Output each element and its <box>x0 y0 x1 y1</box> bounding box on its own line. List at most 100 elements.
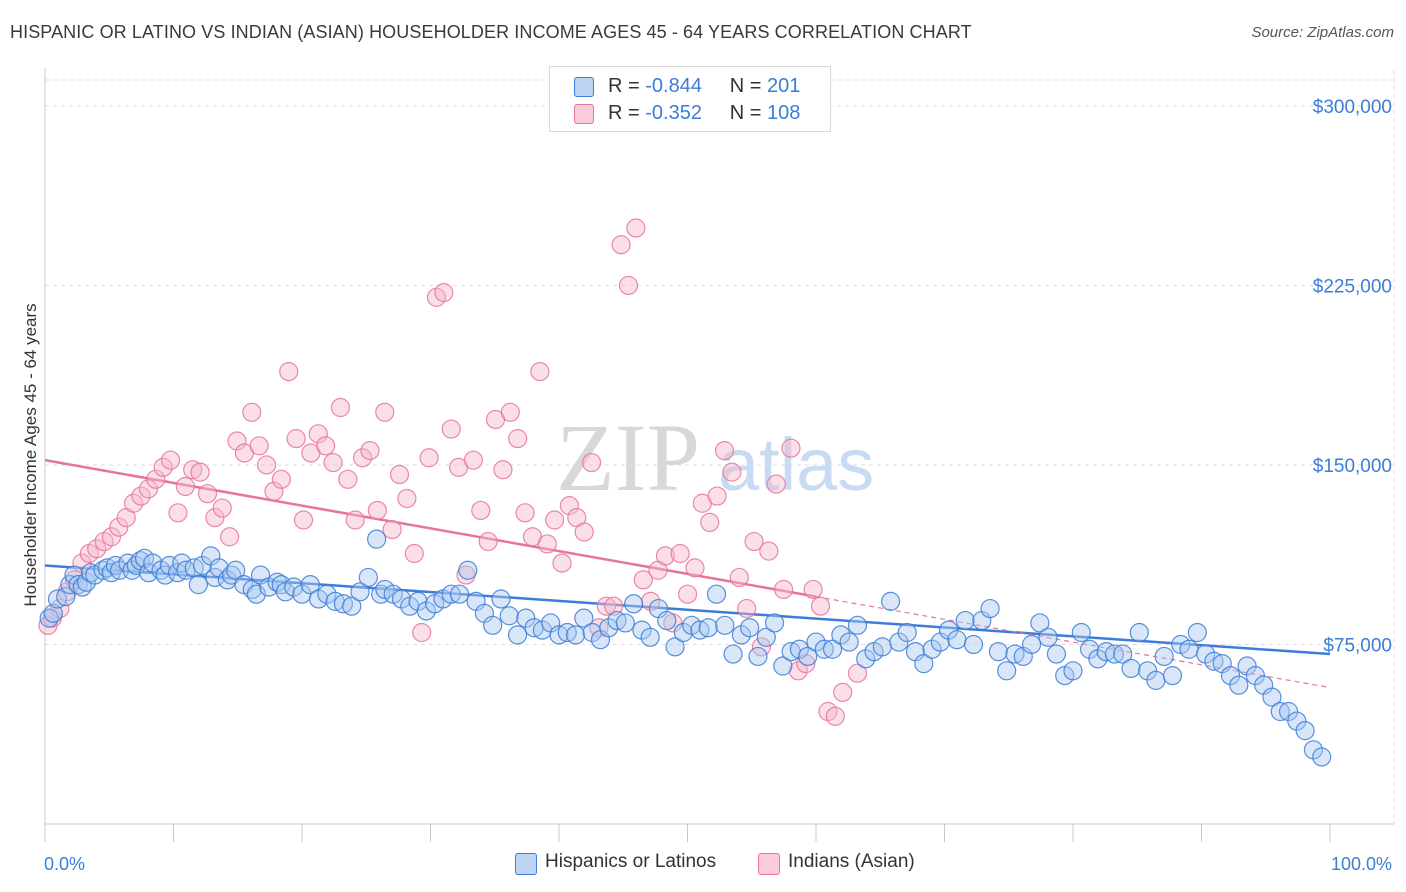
point-indian <box>249 436 269 456</box>
point-hispanic <box>1312 747 1332 767</box>
point-indian <box>330 397 351 418</box>
trend-line-indian-extension <box>815 596 1331 689</box>
point-indian <box>419 448 439 468</box>
point-indian <box>471 500 491 521</box>
point-hispanic <box>897 622 917 643</box>
chart-title: HISPANIC OR LATINO VS INDIAN (ASIAN) HOU… <box>10 22 972 42</box>
point-indian <box>744 531 764 552</box>
point-indian <box>256 455 277 475</box>
point-indian <box>124 493 144 513</box>
point-indian <box>759 541 779 561</box>
y-tick-label: $300,000 <box>1313 97 1392 118</box>
point-indian <box>160 450 181 470</box>
point-indian <box>168 503 188 523</box>
point-hispanic <box>1245 665 1265 686</box>
bottom-legend-label: Indians (Asian) <box>788 851 915 872</box>
point-indian <box>626 218 646 238</box>
point-hispanic <box>300 575 320 595</box>
point-indian <box>714 440 735 461</box>
point-indian <box>633 570 653 590</box>
point-hispanic <box>192 555 213 576</box>
point-indian <box>286 429 306 449</box>
point-hispanic <box>889 632 909 652</box>
point-indian <box>788 661 808 681</box>
point-hispanic <box>1063 661 1083 681</box>
point-indian <box>781 438 801 458</box>
watermark: ZIP atlas <box>556 404 874 511</box>
point-hispanic <box>458 560 478 580</box>
point-indian <box>581 452 602 473</box>
point-indian <box>545 510 565 530</box>
point-hispanic <box>358 567 378 588</box>
point-hispanic <box>1121 658 1141 679</box>
series-hispanics-or-latinos <box>39 529 1332 767</box>
point-indian <box>515 503 535 523</box>
point-indian <box>773 579 794 600</box>
point-indian <box>271 469 291 489</box>
point-hispanic <box>764 613 785 633</box>
point-indian <box>500 402 520 422</box>
point-indian <box>737 598 757 619</box>
point-hispanic <box>1021 634 1042 655</box>
point-indian <box>412 622 432 643</box>
point-hispanic <box>657 610 677 631</box>
point-indian <box>618 275 639 296</box>
point-hispanic <box>246 584 267 604</box>
point-hispanic <box>139 563 159 583</box>
point-indian <box>530 362 550 382</box>
point-hispanic <box>740 618 760 638</box>
point-hispanic <box>1179 639 1199 659</box>
bottom-legend-swatch-pink <box>758 853 780 875</box>
point-indian <box>604 596 624 616</box>
point-indian <box>190 462 210 482</box>
point-indian <box>508 429 528 449</box>
point-hispanic <box>350 582 370 602</box>
point-hispanic <box>955 610 975 631</box>
point-indian <box>352 448 373 468</box>
point-indian <box>183 460 203 480</box>
point-hispanic <box>1237 656 1257 676</box>
legend-swatch-pink <box>574 104 594 124</box>
point-hispanic <box>507 625 528 645</box>
point-indian <box>389 464 410 485</box>
point-hispanic <box>881 591 901 611</box>
point-indian <box>729 567 749 588</box>
correlation-legend: R = -0.844 N = 201 R = -0.352 N = 108 <box>549 66 831 132</box>
point-hispanic <box>839 632 859 652</box>
point-indian <box>833 682 853 702</box>
point-hispanic <box>1187 622 1207 643</box>
point-hispanic <box>1270 701 1290 722</box>
point-indian <box>227 431 247 451</box>
point-hispanic <box>773 656 793 676</box>
point-indian <box>700 512 720 533</box>
point-indian <box>493 460 513 480</box>
point-hispanic <box>1220 665 1241 686</box>
point-indian <box>308 424 328 444</box>
point-indian <box>810 596 831 616</box>
point-hispanic <box>615 613 635 633</box>
point-hispanic <box>43 603 63 623</box>
point-indian <box>537 534 557 554</box>
point-hispanic <box>723 644 743 664</box>
point-hispanic <box>1295 721 1315 741</box>
point-hispanic <box>939 620 959 640</box>
point-hispanic <box>980 598 1000 619</box>
point-indian <box>242 402 262 422</box>
point-indian <box>153 457 173 477</box>
point-hispanic <box>798 646 818 667</box>
axes <box>44 68 1394 842</box>
legend-r-label: R = <box>608 102 640 124</box>
watermark-zip: ZIP <box>556 404 700 511</box>
point-hispanic <box>914 654 934 674</box>
y-tick-label: $75,000 <box>1323 635 1392 656</box>
point-hispanic <box>814 639 834 659</box>
point-indian <box>109 517 129 537</box>
point-indian <box>441 419 461 439</box>
x-tick-label-min: 0.0% <box>44 854 85 874</box>
point-indian <box>677 584 698 604</box>
point-hispanic <box>1278 701 1299 722</box>
point-indian <box>766 474 786 494</box>
watermark-atlas: atlas <box>718 423 874 506</box>
point-indian <box>434 283 454 303</box>
